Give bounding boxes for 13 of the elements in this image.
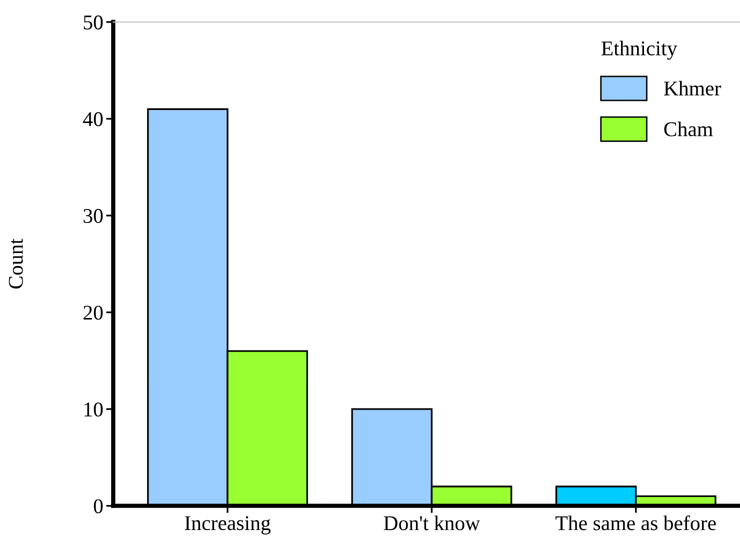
x-tick-label: Don't know (384, 516, 480, 530)
x-tick-label: Increasing (184, 516, 271, 534)
legend-label: Cham (664, 122, 713, 136)
legend-label: Khmer (664, 80, 722, 96)
y-tick-label: 40 (83, 112, 103, 126)
y-tick-label: 50 (84, 15, 103, 30)
y-tick-label: 20 (84, 306, 103, 320)
x-tick-label: The same as before (556, 515, 716, 530)
y-axis-title: Count (8, 238, 23, 289)
legend-title: Ethnicity (601, 40, 678, 60)
y-tick-label: 0 (94, 499, 103, 514)
y-tick-label: 10 (84, 402, 103, 417)
y-tick-label: 30 (84, 208, 103, 223)
